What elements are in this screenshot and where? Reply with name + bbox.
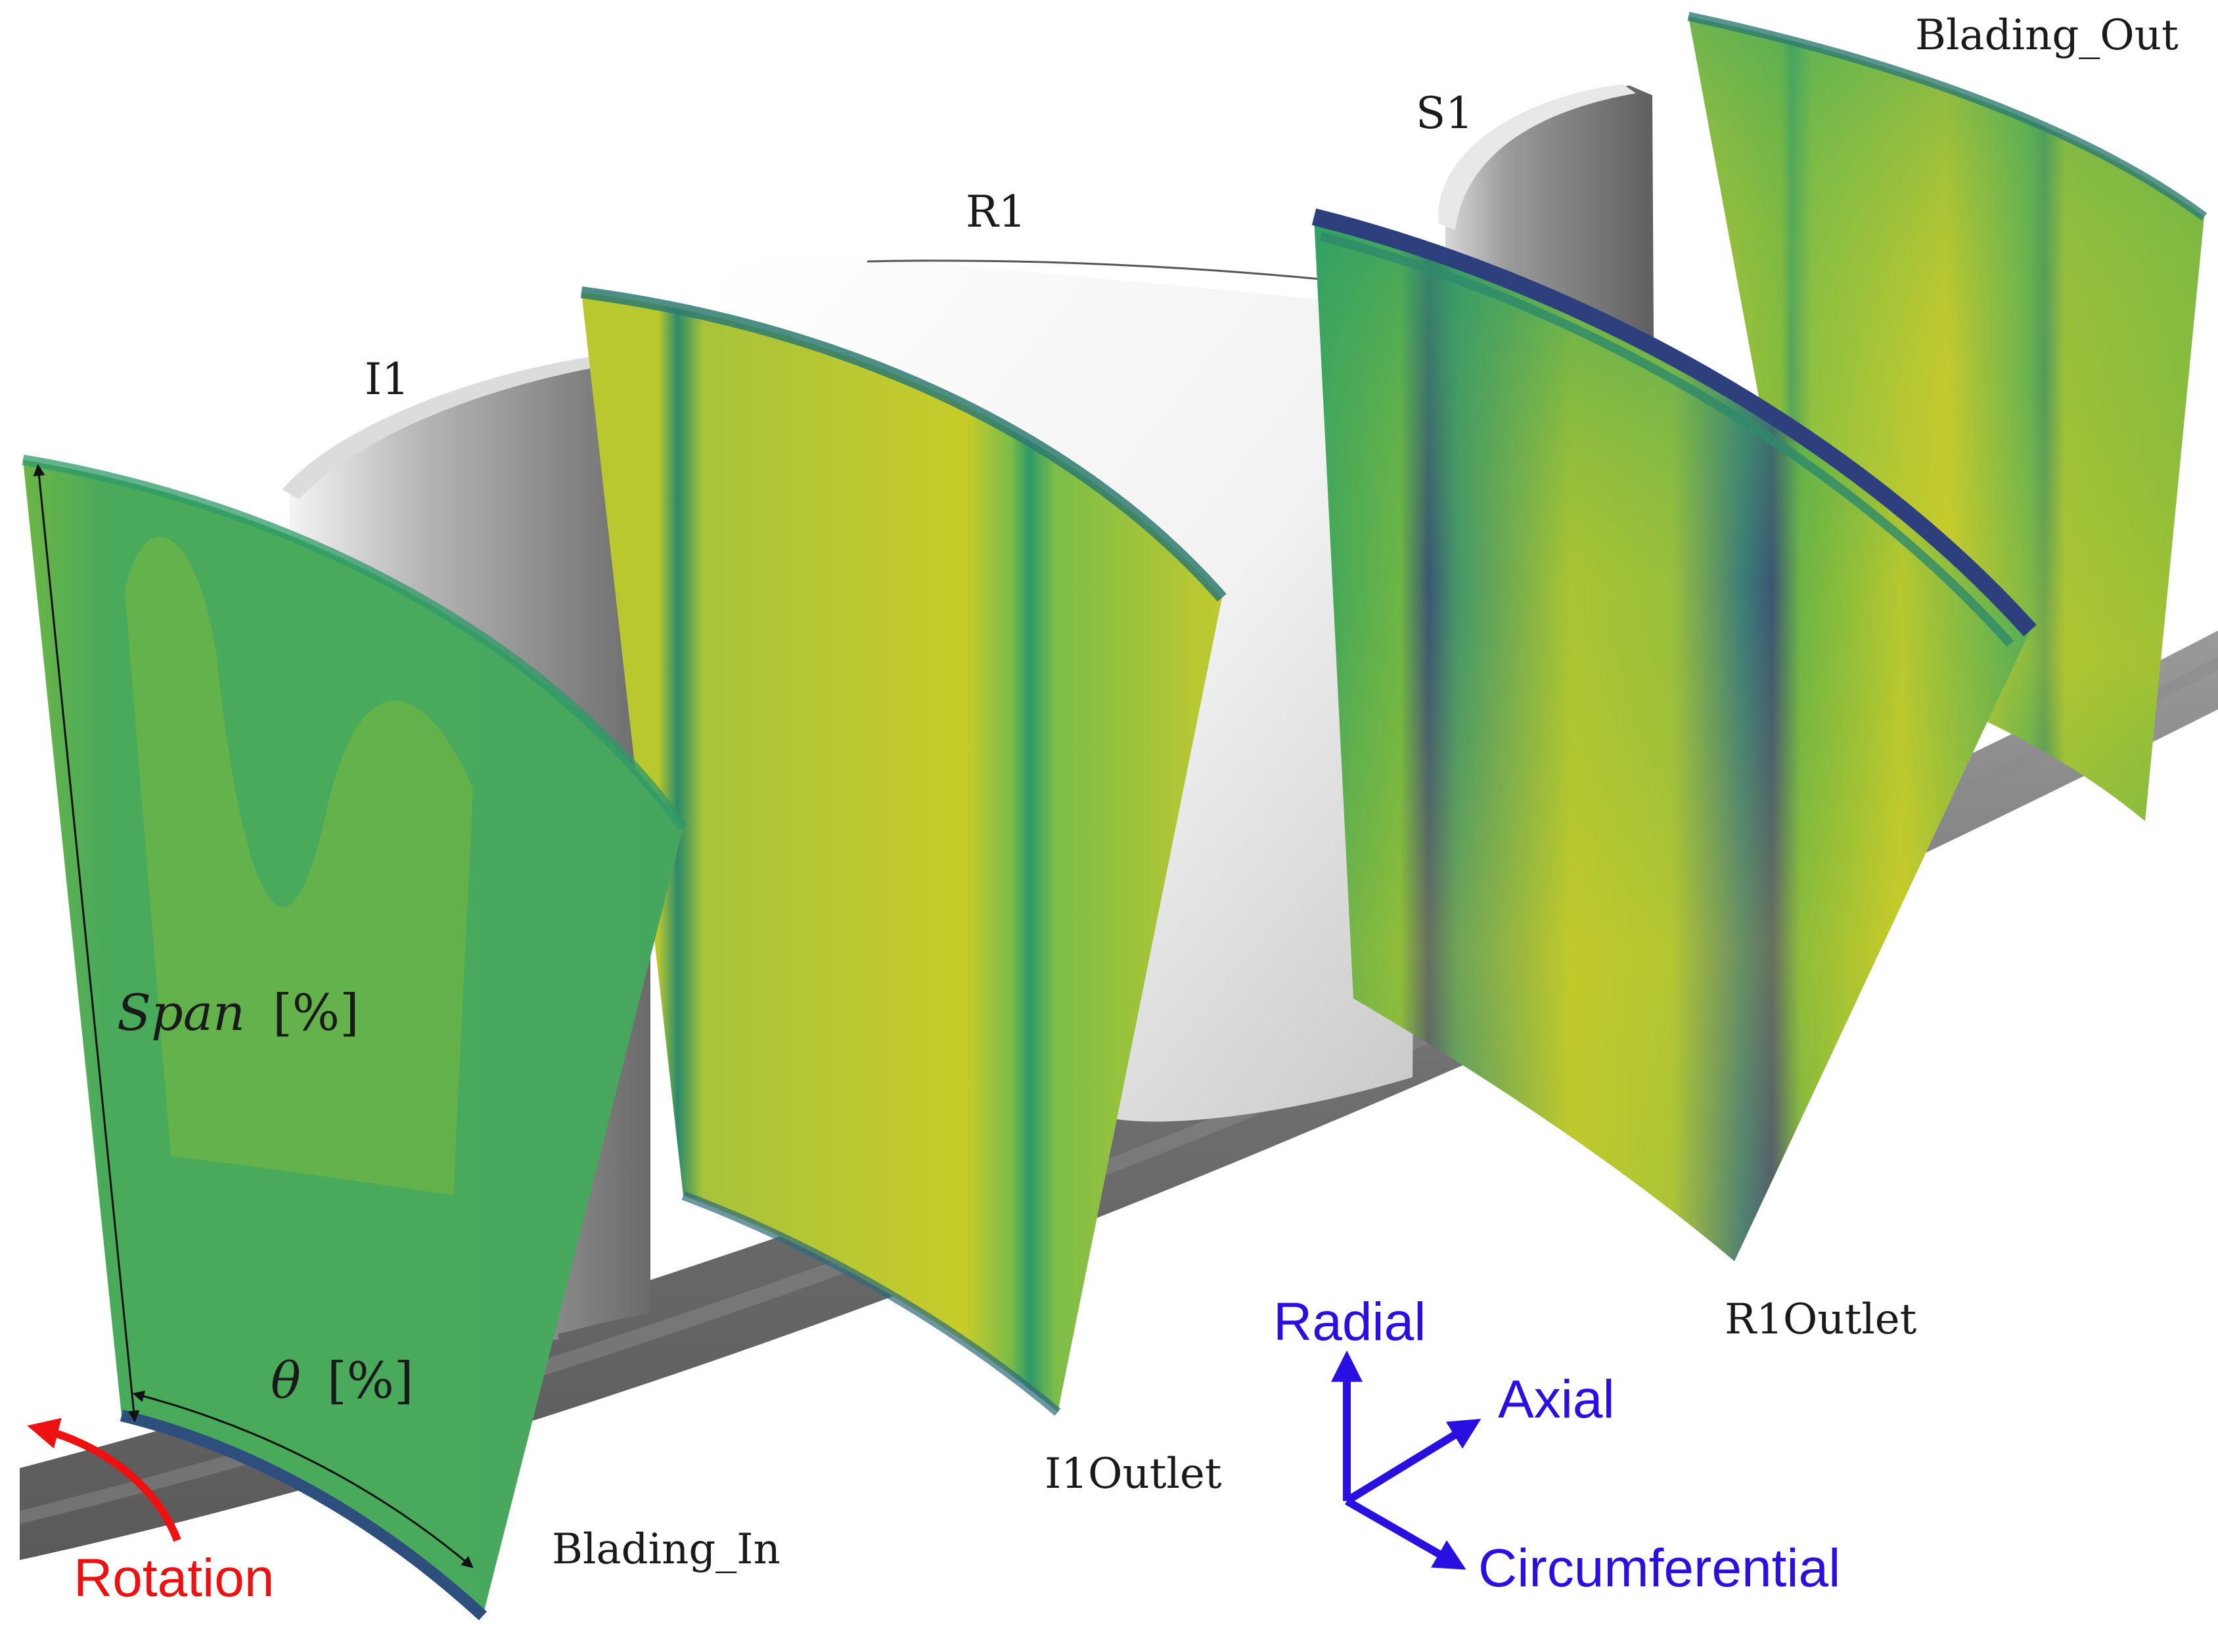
label-axial: Axial [1498, 1370, 1615, 1429]
label-i1: I1 [365, 354, 409, 405]
circumferential-axis-arrow [1345, 1497, 1466, 1570]
span-symbol: Span [117, 983, 245, 1042]
label-span: Span [%] [117, 983, 359, 1042]
theta-dimension-arrow [132, 1390, 474, 1569]
axial-axis-arrow [1344, 1418, 1482, 1505]
s1-blade-tip [1438, 84, 1636, 230]
label-s1: S1 [1416, 88, 1473, 139]
label-r1-outlet: R1Outlet [1725, 1295, 1917, 1344]
plane-i1-outlet [580, 286, 1227, 1416]
label-blading-out: Blading_Out [1915, 11, 2179, 60]
label-rotation: Rotation [74, 1548, 274, 1608]
theta-symbol: θ [271, 1351, 301, 1410]
plane-r1-outlet [1311, 208, 2037, 1261]
label-circumferential: Circumferential [1478, 1538, 1840, 1598]
label-r1: R1 [966, 187, 1026, 237]
label-i1-outlet: I1Outlet [1045, 1450, 1222, 1498]
label-theta: θ [%] [271, 1351, 413, 1410]
span-dimension-arrow [33, 464, 140, 1423]
span-unit: [%] [273, 983, 359, 1042]
label-blading-in: Blading_In [552, 1525, 781, 1574]
axes-triad [1331, 1350, 1482, 1570]
blading-in-lobe [125, 537, 473, 1195]
label-radial: Radial [1273, 1292, 1426, 1352]
rotation-arrow [27, 1418, 181, 1542]
theta-unit: [%] [327, 1351, 414, 1410]
